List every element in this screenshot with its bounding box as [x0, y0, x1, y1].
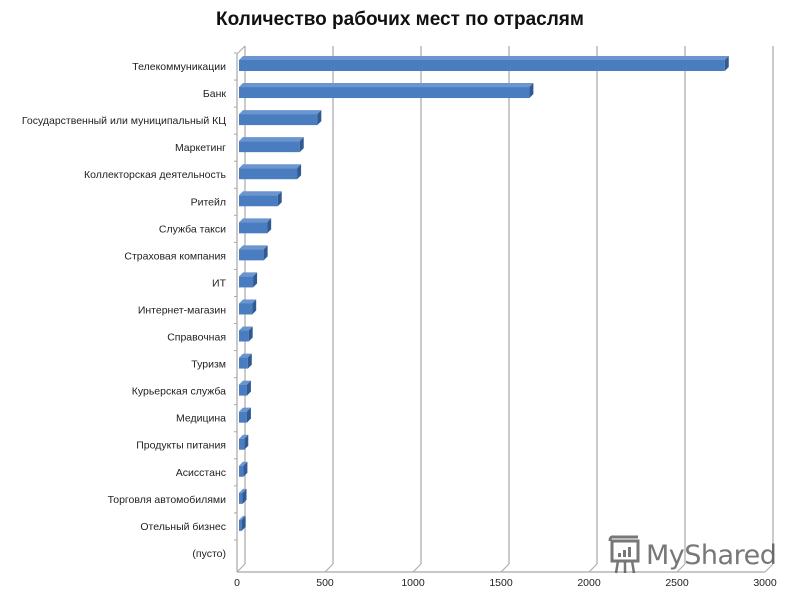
category-label: Справочная [167, 332, 226, 344]
bar [239, 56, 729, 71]
bar [239, 83, 534, 99]
bar [239, 353, 252, 369]
x-tick-label: 0 [234, 577, 240, 589]
bar [239, 110, 322, 126]
category-label: Служба такси [159, 223, 226, 235]
category-label: Банк [203, 88, 227, 100]
bar [239, 245, 268, 261]
category-label: Туризм [191, 359, 226, 371]
x-tick-label: 2500 [665, 577, 689, 589]
category-label: Страховая компания [124, 250, 226, 262]
bar [239, 164, 302, 180]
bar [239, 407, 251, 423]
bar [239, 488, 247, 504]
category-label: Телекоммуникации [132, 61, 226, 73]
bar [239, 272, 258, 288]
bar [239, 380, 251, 396]
x-tick-label: 1000 [401, 577, 425, 589]
bar [239, 461, 248, 477]
category-label: Курьерская служба [132, 386, 226, 398]
x-tick-label: 2000 [577, 577, 601, 589]
x-tick-label: 500 [316, 577, 334, 589]
bar [239, 191, 282, 207]
category-label: Маркетинг [175, 142, 226, 154]
category-label: Торговля автомобилями [108, 494, 226, 506]
category-label: ИТ [212, 277, 227, 289]
category-label: Коллекторская деятельность [84, 169, 227, 181]
x-tick-label: 1500 [489, 577, 513, 589]
bar [239, 326, 253, 342]
chart-title: Количество рабочих мест по отраслям [216, 9, 584, 30]
bar [239, 515, 246, 531]
x-tick-label: 3000 [753, 577, 777, 589]
category-label: Интернет-магазин [138, 304, 226, 316]
bar [239, 218, 272, 234]
category-label: Отельный бизнес [140, 521, 226, 533]
bar [239, 434, 249, 450]
category-label: Асисстанс [176, 467, 226, 479]
watermark-text: MyShared [646, 539, 777, 571]
category-label: (пусто) [192, 548, 226, 560]
presentation-board-icon [608, 535, 640, 574]
category-label: Государственный или муниципальный КЦ [22, 115, 226, 127]
category-label: Медицина [176, 413, 226, 425]
bar [239, 299, 257, 315]
category-label: Продукты питания [136, 440, 226, 452]
watermark: MyShared [608, 535, 777, 575]
category-label: Ритейл [191, 196, 226, 208]
bar [239, 137, 304, 153]
